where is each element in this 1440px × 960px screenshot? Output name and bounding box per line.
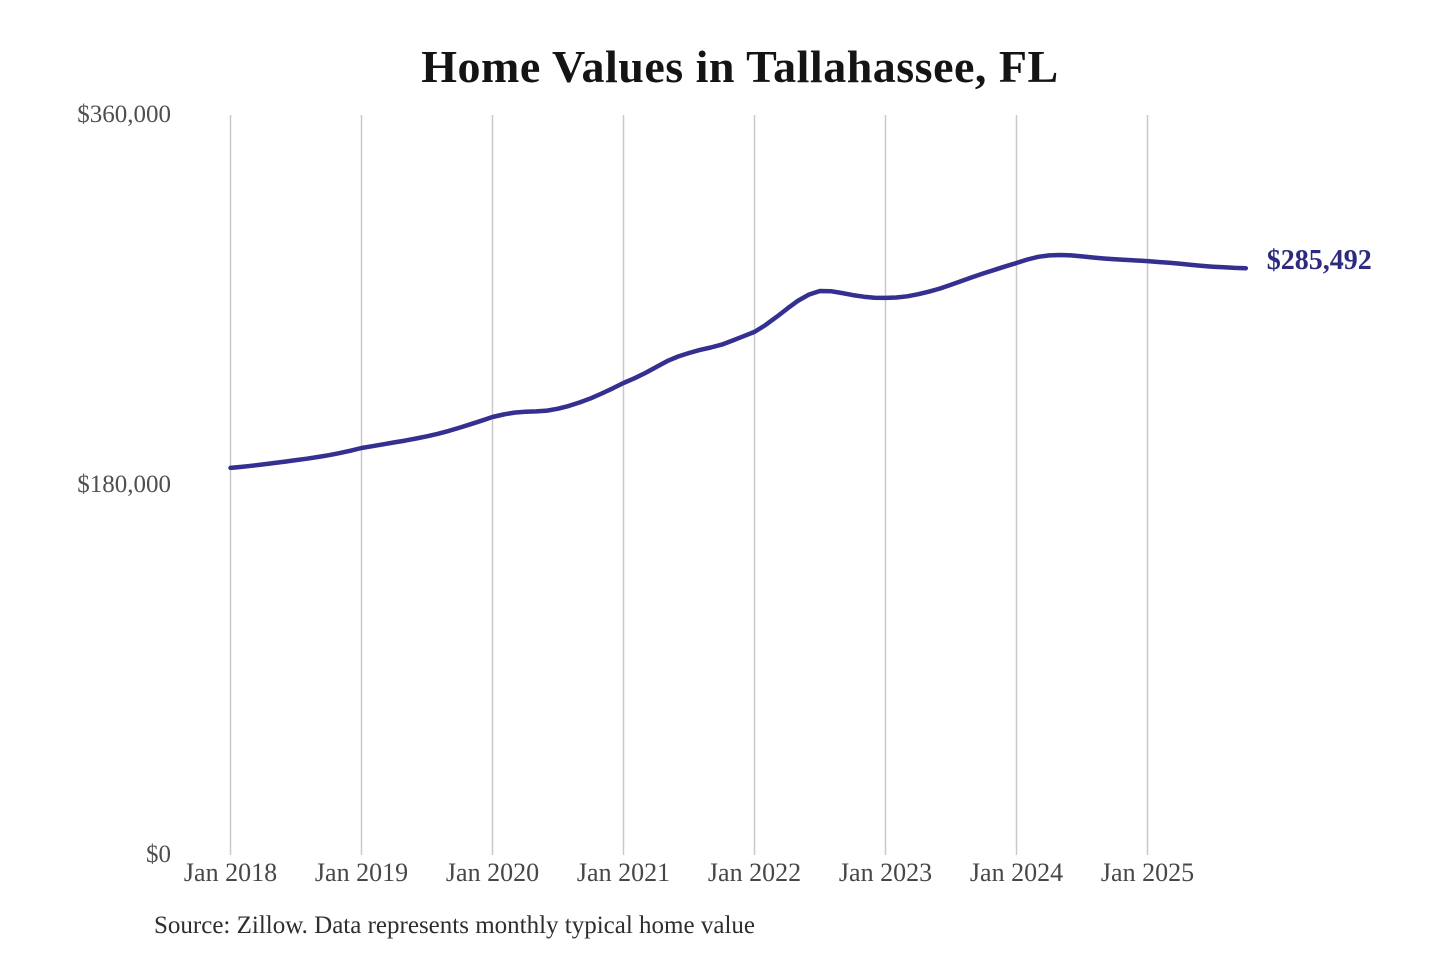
x-tick-label: Jan 2020	[445, 858, 540, 887]
x-tick-label: Jan 2018	[183, 858, 278, 887]
x-tick-label: Jan 2024	[969, 858, 1064, 887]
x-tick-label: Jan 2023	[838, 858, 933, 887]
x-tick-label: Jan 2025	[1100, 858, 1195, 887]
latest-value-label: $285,492	[1266, 245, 1372, 277]
x-tick-label: Jan 2022	[707, 858, 802, 887]
x-tick-label: Jan 2019	[314, 858, 409, 887]
x-tick-label: Jan 2021	[576, 858, 671, 887]
home-value-line	[228, 252, 1249, 471]
source-note: Source: Zillow. Data represents monthly …	[154, 912, 755, 939]
y-tick-label: $0	[146, 841, 171, 868]
chart-title: Home Values in Tallahassee, FL	[421, 41, 1059, 92]
y-tick-label: $180,000	[77, 471, 171, 498]
y-tick-label: $360,000	[77, 101, 171, 128]
